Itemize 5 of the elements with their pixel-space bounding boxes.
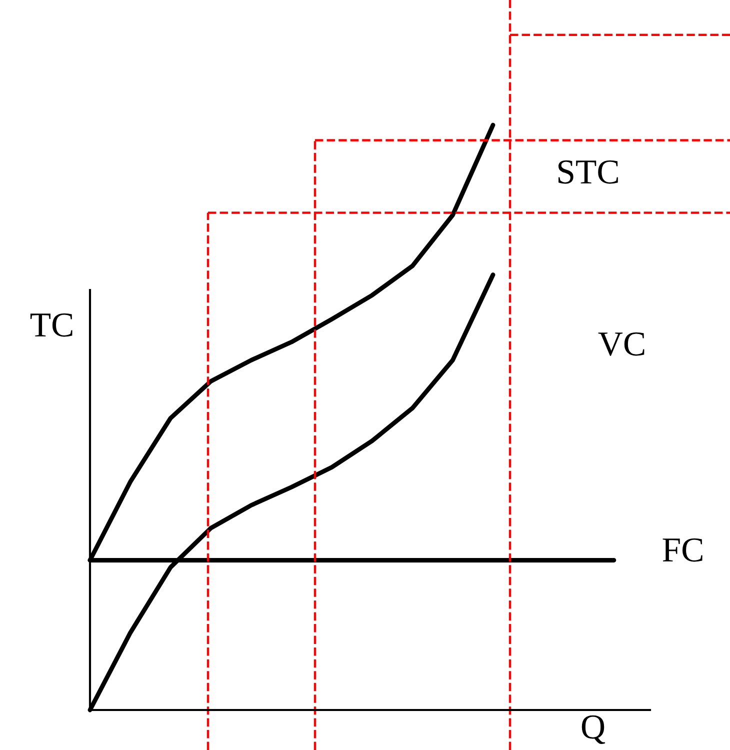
text: STC bbox=[558, 160, 618, 184]
text: VC bbox=[598, 332, 644, 356]
series-label: FC bbox=[662, 538, 702, 562]
y-axis-title: TC bbox=[30, 313, 72, 337]
x-axis-title: Q bbox=[582, 715, 605, 744]
